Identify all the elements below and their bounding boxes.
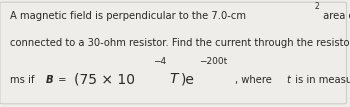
Text: connected to a 30-ohm resistor. Find the current through the resistor at time: connected to a 30-ohm resistor. Find the… [10, 38, 350, 48]
Text: B: B [46, 75, 53, 85]
Text: −4: −4 [153, 57, 166, 66]
Text: )e: )e [181, 72, 195, 86]
Text: t: t [287, 75, 290, 85]
FancyBboxPatch shape [0, 2, 346, 104]
Text: (75 × 10: (75 × 10 [74, 72, 135, 86]
Text: area of a loop coil. The coil is: area of a loop coil. The coil is [321, 11, 350, 21]
Text: , where: , where [235, 75, 275, 85]
Text: T: T [170, 72, 178, 86]
Text: is in measured in seconds.: is in measured in seconds. [292, 75, 350, 85]
Text: A magnetic field is perpendicular to the 7.0-cm: A magnetic field is perpendicular to the… [10, 11, 246, 21]
Text: =: = [55, 75, 70, 85]
Text: −200t: −200t [199, 57, 227, 66]
Text: 2: 2 [314, 2, 319, 11]
Text: ms if: ms if [10, 75, 37, 85]
